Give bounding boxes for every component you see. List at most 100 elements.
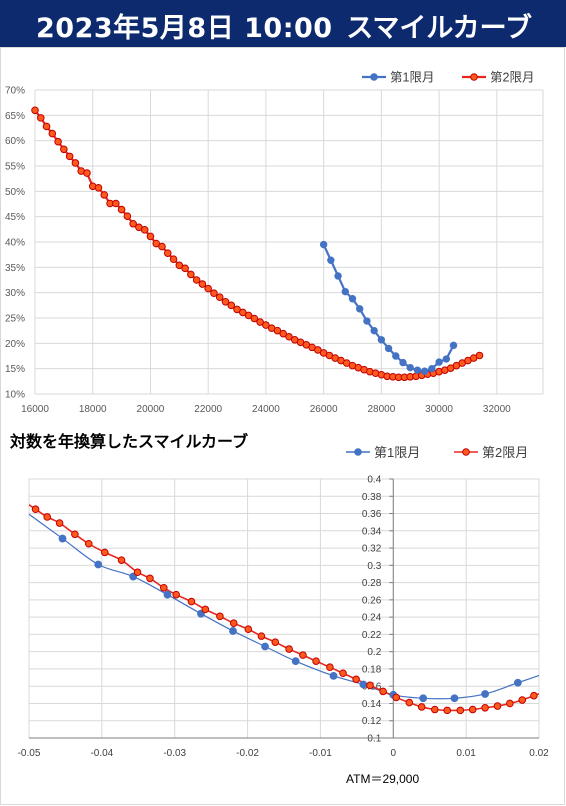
- data-point-series-2: [83, 169, 91, 177]
- data-point-series-2: [31, 106, 39, 115]
- x-tick-label: -0.03: [163, 748, 186, 759]
- data-point-series-2: [326, 663, 334, 672]
- legend-label-2: 第2限月: [482, 445, 528, 460]
- y-tick-label: 10%: [5, 390, 25, 401]
- y-tick-label: 15%: [5, 364, 25, 375]
- series-curve-2: [29, 503, 539, 712]
- legend-label-2: 第2限月: [490, 71, 534, 85]
- x-tick-label: 0.02: [529, 748, 549, 759]
- data-point-series-2: [271, 638, 280, 646]
- chart-frame: [0, 47, 565, 805]
- data-point-series-1: [348, 295, 357, 303]
- y-tick-label: 70%: [5, 86, 25, 97]
- data-point-series-2: [379, 687, 387, 696]
- data-point-series-2: [42, 122, 51, 131]
- data-point-series-1: [229, 627, 237, 635]
- data-point-series-2: [285, 645, 293, 653]
- legend-marker-1: [370, 73, 378, 81]
- data-point-series-1: [291, 657, 300, 666]
- y-tick-label: 0.36: [362, 509, 382, 520]
- legend-label-1: 第1限月: [390, 71, 434, 85]
- y-tick-label: 0.3: [367, 561, 381, 572]
- data-point-series-2: [299, 651, 307, 659]
- data-point-series-2: [204, 284, 212, 293]
- x-tick-label: 24000: [252, 404, 280, 415]
- data-point-series-2: [227, 301, 236, 310]
- data-point-series-2: [443, 706, 452, 715]
- data-point-series-2: [417, 703, 426, 711]
- y-tick-label: 40%: [5, 238, 25, 249]
- data-point-series-2: [192, 276, 201, 284]
- data-point-series-1: [94, 560, 103, 569]
- data-point-series-2: [100, 191, 109, 199]
- data-point-series-2: [71, 530, 79, 539]
- data-point-series-1: [428, 364, 436, 373]
- y-tick-label: 0.18: [362, 664, 382, 675]
- data-point-series-2: [158, 242, 166, 251]
- data-point-series-2: [172, 590, 180, 599]
- data-point-series-2: [493, 702, 502, 710]
- data-point-series-2: [94, 183, 103, 192]
- data-point-series-2: [84, 539, 93, 548]
- x-tick-label: 0.01: [456, 748, 476, 759]
- data-point-series-2: [431, 705, 439, 714]
- data-point-series-2: [221, 297, 230, 306]
- data-point-series-2: [117, 205, 126, 214]
- data-point-series-1: [435, 358, 443, 366]
- data-point-series-2: [112, 199, 120, 208]
- chart2-plot-area: [29, 503, 539, 715]
- atm-annotation: ATM＝29,000: [346, 772, 420, 786]
- x-tick-label: 32000: [483, 404, 511, 415]
- data-point-series-2: [262, 321, 270, 329]
- data-point-series-2: [339, 669, 347, 678]
- data-point-series-2: [123, 212, 132, 220]
- data-point-series-1: [513, 678, 522, 687]
- x-tick-label: 0: [391, 748, 397, 759]
- data-point-series-2: [146, 574, 154, 583]
- data-point-series-2: [392, 693, 401, 702]
- data-point-series-2: [65, 152, 74, 161]
- chart2-title: 対数を年換算したスマイルカーブ: [10, 432, 249, 451]
- data-point-series-2: [229, 619, 238, 627]
- data-point-series-1: [413, 366, 422, 374]
- data-point-series-1: [334, 272, 342, 280]
- data-point-series-1: [341, 287, 349, 296]
- data-point-series-2: [257, 632, 266, 640]
- x-tick-label: 30000: [425, 404, 453, 415]
- data-point-series-2: [169, 255, 178, 264]
- data-point-series-1: [419, 694, 428, 703]
- data-point-series-2: [273, 326, 282, 335]
- data-point-series-2: [250, 314, 259, 323]
- data-point-series-2: [352, 675, 360, 684]
- data-point-series-1: [449, 341, 458, 350]
- data-point-series-1: [392, 352, 400, 360]
- data-point-series-1: [399, 358, 407, 367]
- data-point-series-2: [210, 289, 218, 297]
- data-point-series-1: [406, 363, 414, 372]
- data-point-series-2: [198, 280, 207, 288]
- x-tick-label: 22000: [194, 404, 222, 415]
- data-point-series-2: [506, 699, 514, 708]
- data-point-series-1: [327, 256, 335, 264]
- x-tick-label: 28000: [367, 404, 395, 415]
- y-tick-label: 65%: [5, 111, 25, 122]
- data-point-series-1: [356, 305, 364, 313]
- data-point-series-2: [285, 332, 293, 341]
- y-tick-label: 45%: [5, 212, 25, 223]
- x-tick-label: 26000: [310, 404, 338, 415]
- data-point-series-2: [475, 351, 484, 360]
- data-point-series-2: [146, 232, 155, 241]
- data-point-series-2: [312, 657, 320, 665]
- y-tick-label: 20%: [5, 339, 25, 350]
- data-point-series-2: [481, 703, 489, 712]
- data-point-series-2: [175, 261, 184, 270]
- data-point-series-1: [359, 680, 368, 689]
- legend-label-1: 第1限月: [374, 445, 420, 460]
- data-point-series-2: [48, 129, 57, 138]
- y-tick-label: 50%: [5, 187, 25, 198]
- data-point-series-2: [244, 311, 253, 320]
- data-point-series-2: [159, 583, 168, 592]
- header-datetime: 2023年5月8日 10:00: [36, 13, 333, 44]
- y-tick-label: 0.2: [367, 647, 381, 658]
- data-point-series-1: [261, 642, 269, 651]
